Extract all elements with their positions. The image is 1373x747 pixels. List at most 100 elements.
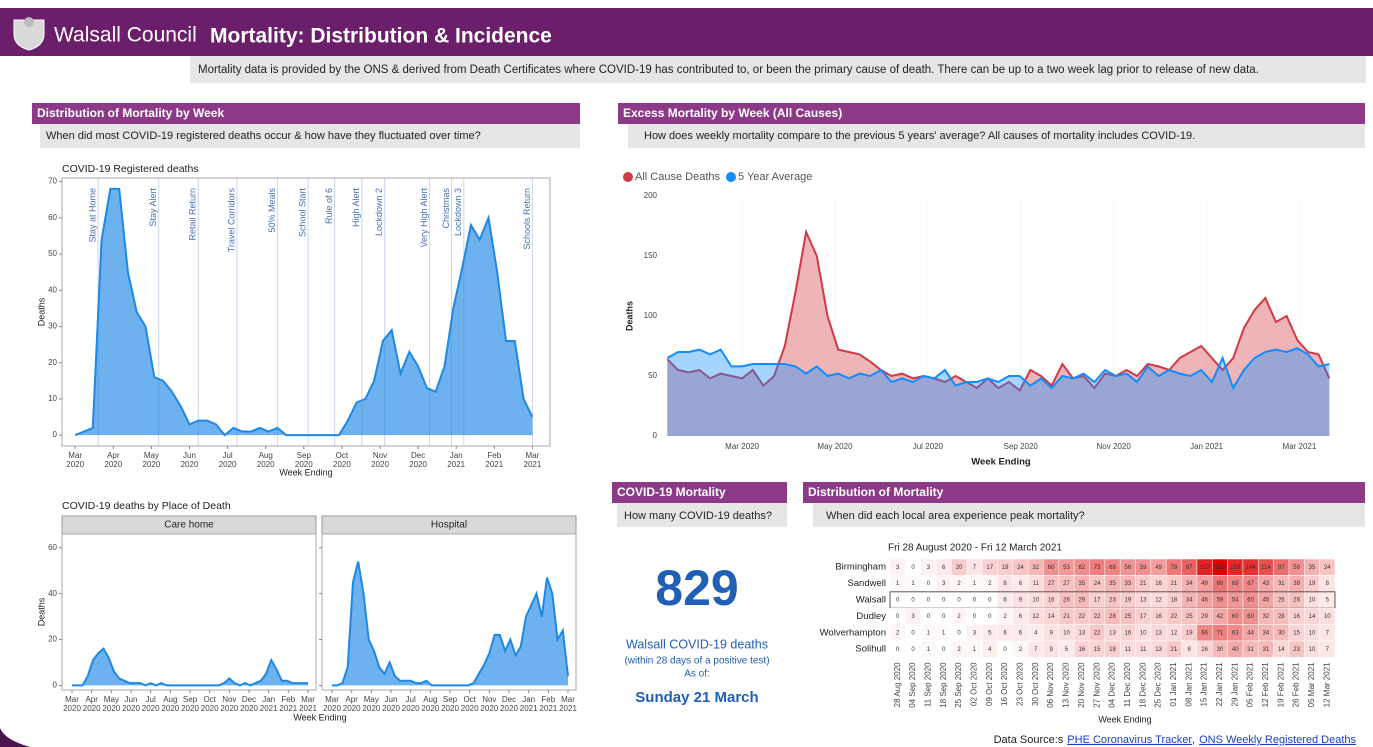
cell-label: 63 [1232,630,1239,636]
cell-label: 18 [1109,647,1116,653]
cell-label: 0 [896,614,900,620]
x-tick-month: Feb [281,695,295,704]
event-label: Stay Alert [148,188,158,227]
y-axis-label: Deaths [624,301,634,331]
x-tick-label: 04 Dec 2020 [1108,662,1117,708]
cell-label: 7 [1326,630,1330,636]
panel-title: Distribution of Mortality by Week [37,106,224,120]
x-tick-label: Aug 2020 [161,695,179,713]
x-tick-month: Oct [203,695,216,704]
event-label: Stay at Home [87,188,97,243]
x-tick-label: Jan 2021 [447,451,465,469]
x-tick-year: 2020 [343,704,361,713]
x-tick-label: Mar 2020 [725,442,759,451]
cell-label: 16 [1155,581,1162,587]
x-tick-label: 25 Sep 2020 [954,662,963,708]
x-tick-year: 2020 [102,704,120,713]
area-fill [332,561,568,686]
event-label: Lockdown 2 [374,188,384,236]
cell-label: 12 [1032,614,1039,620]
cell-label: 28 [1278,614,1285,620]
cell-label: 3 [942,581,946,587]
cell-label: 3 [927,565,931,571]
x-tick-month: Mar [68,451,82,460]
cell-label: 6 [1019,581,1023,587]
x-tick-label: 15 Jan 2021 [1200,662,1209,707]
cell-label: 27 [1048,581,1055,587]
x-tick-label: 05 Feb 2021 [1246,662,1255,707]
y-tick-label: 30 [48,322,57,331]
x-tick-label: Aug 2020 [257,451,275,469]
x-tick-month: Aug [259,451,273,460]
cell-label: 26 [1278,598,1285,604]
page-title: Mortality: Distribution & Incidence [210,25,552,48]
cell-label: 53 [1063,565,1070,571]
x-tick-label: 27 Nov 2020 [1092,662,1101,708]
x-tick-label: Feb 2021 [279,695,297,713]
y-tick-label: 50 [648,371,657,380]
cell-label: 49 [1201,581,1208,587]
cell-label: 2 [1003,614,1007,620]
cell-label: 11 [1125,647,1132,653]
cell-label: 0 [973,598,977,604]
cell-label: 2 [957,614,961,620]
event-label: Lockdown 3 [453,188,463,236]
plot-frame [61,177,551,447]
y-tick-label: 10 [48,394,57,403]
x-tick-month: Mar [526,451,540,460]
cell-label: 4 [988,647,992,653]
source-link[interactable]: PHE Coronavirus Tracker [1067,734,1192,746]
cell-label: 13 [1155,647,1162,653]
cell-label: 0 [927,614,931,620]
source-link[interactable]: ONS Weekly Registered Deaths [1199,734,1356,746]
cell-label: 60 [1247,598,1254,604]
chart-title: COVID-19 deaths by Place of Death [62,500,231,512]
x-tick-label: 30 Oct 2020 [1031,662,1040,706]
x-tick-label: Oct 2020 [333,451,351,469]
x-tick-month: Jul [146,695,156,704]
cell-label: 25 [1125,614,1132,620]
panel-question-box [617,503,787,527]
x-tick-label: Jan 2021 [260,695,278,713]
cell-label: 1 [896,581,900,587]
cell-label: 3 [911,614,915,620]
cell-label: 0 [896,647,900,653]
cell-label: 31 [1247,647,1254,653]
cell-label: 0 [988,614,992,620]
x-tick-year: 2020 [371,460,389,469]
cell-label: 80 [1217,581,1224,587]
y-tick-label: 60 [48,543,57,552]
cell-label: 13 [1109,630,1116,636]
cell-label: 34 [1186,581,1193,587]
cell-label: 6 [1003,630,1007,636]
cell-label: 29 [1078,598,1085,604]
x-tick-label: Jul 2020 [913,442,944,451]
cell-label: 13 [1140,598,1147,604]
cell-label: 1 [973,581,977,587]
x-tick-year: 2020 [104,460,122,469]
cell-label: 45 [1263,598,1270,604]
x-tick-label: 29 Jan 2021 [1230,662,1239,707]
row-label: Wolverhampton [820,627,886,638]
x-tick-year: 2020 [441,704,459,713]
cell-label: 14 [1048,614,1055,620]
cell-label: 15 [1094,647,1101,653]
series-line [332,561,569,687]
x-tick-label: 23 Oct 2020 [1016,662,1025,706]
x-tick-month: Oct [463,695,476,704]
cell-label: 114 [1261,565,1271,571]
cell-label: 43 [1263,581,1270,587]
x-tick-label: 11 Dec 2020 [1123,662,1132,707]
cell-label: 22 [1171,614,1178,620]
cell-label: 4 [1034,630,1038,636]
panel-question: When did each local area experience peak… [826,510,1085,522]
cell-label: 0 [942,647,946,653]
cell-label: 32 [1263,614,1270,620]
cell-label: 6 [1003,598,1007,604]
cell-label: 0 [911,565,915,571]
cell-label: 34 [1186,598,1193,604]
x-tick-label: 28 Aug 2020 [893,662,902,707]
org-name: Walsall Council [54,24,197,47]
cell-label: 5 [1065,647,1069,653]
x-tick-label: May 2020 [362,695,380,713]
